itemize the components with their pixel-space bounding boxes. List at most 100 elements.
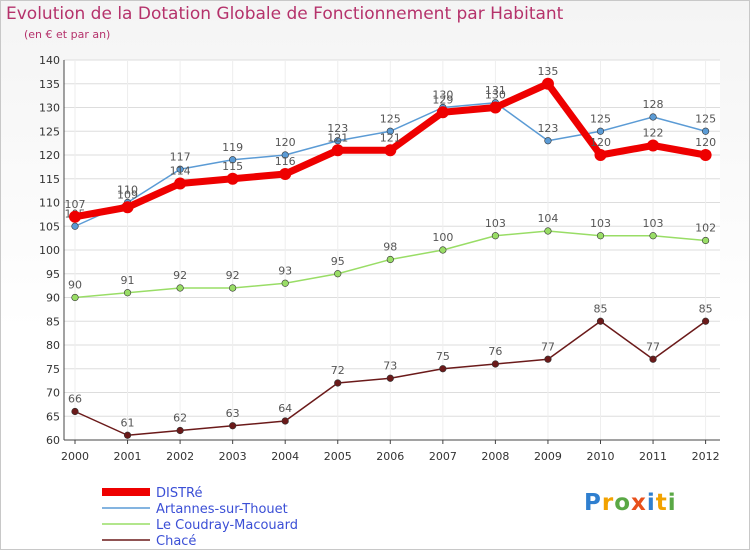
legend-label: Chacé: [156, 534, 196, 549]
data-label: 120: [590, 136, 611, 149]
data-point: [384, 144, 397, 157]
data-point: [649, 113, 657, 121]
data-point: [71, 222, 79, 230]
data-label: 130: [485, 89, 506, 102]
data-label: 95: [331, 255, 345, 268]
data-point: [176, 165, 184, 173]
data-label: 63: [226, 407, 240, 420]
x-tick-label: 2007: [429, 450, 457, 463]
y-tick-label: 135: [39, 78, 60, 91]
data-point: [439, 246, 447, 254]
data-point: [649, 232, 657, 240]
data-point: [439, 365, 447, 373]
y-tick-label: 60: [46, 434, 60, 447]
data-label: 104: [537, 212, 558, 225]
data-point: [544, 137, 552, 145]
legend-label: Le Coudray-Macouard: [156, 518, 298, 533]
series-le-coudray-macouard: 90 91 92 92 93 95 98 100 103 104 103 103 102: [68, 212, 716, 302]
data-point: [386, 374, 394, 382]
data-point: [123, 289, 132, 297]
y-tick-label: 85: [46, 315, 60, 328]
data-label: 91: [121, 274, 135, 287]
data-point: [541, 77, 554, 90]
logo-letter: i: [646, 490, 656, 516]
data-point: [281, 417, 289, 425]
data-label: 103: [485, 217, 506, 230]
data-point: [71, 407, 79, 416]
y-tick-label: 100: [39, 244, 60, 257]
data-point: [701, 127, 710, 135]
y-tick-label: 115: [39, 173, 60, 186]
data-label: 85: [699, 302, 713, 315]
chart-title: Evolution de la Dotation Globale de Fonc…: [6, 4, 564, 24]
y-tick-label: 90: [46, 292, 60, 305]
y-tick-label: 120: [39, 149, 60, 162]
data-point: [647, 139, 660, 152]
data-point: [436, 106, 449, 119]
data-label: 100: [432, 231, 453, 244]
y-tick-label: 70: [46, 387, 60, 400]
data-point: [121, 201, 134, 214]
legend-label: DISTRé: [156, 486, 202, 501]
chart-subtitle: (en € et par an): [24, 28, 111, 41]
data-point: [491, 360, 500, 368]
data-label: 103: [590, 217, 611, 230]
x-tick-label: 2000: [61, 450, 89, 463]
data-label: 77: [541, 340, 555, 353]
data-label: 92: [173, 269, 187, 282]
x-tick-label: 2001: [114, 450, 142, 463]
data-label: 116: [275, 155, 296, 168]
data-point: [386, 127, 394, 135]
data-label: 62: [173, 412, 187, 425]
data-label: 64: [278, 402, 292, 415]
data-label: 125: [695, 112, 716, 125]
data-point: [281, 279, 289, 287]
data-point: [334, 379, 342, 387]
y-tick-label: 80: [46, 339, 60, 352]
data-point: [279, 168, 292, 180]
x-tick-label: 2008: [481, 450, 509, 463]
data-label: 120: [275, 136, 296, 149]
logo-letter: P: [584, 490, 602, 516]
y-tick-label: 130: [39, 102, 60, 115]
logo-letter: t: [655, 490, 668, 516]
data-label: 120: [695, 136, 716, 149]
data-label: 130: [432, 89, 453, 102]
legend-label: Artannes-sur-Thouet: [156, 502, 288, 517]
logo-letter: o: [614, 490, 632, 516]
data-point: [386, 255, 394, 264]
data-label: 107: [65, 198, 86, 211]
y-tick-label: 140: [39, 54, 60, 67]
data-point: [491, 232, 500, 240]
data-label: 76: [488, 345, 502, 358]
data-label: 114: [170, 165, 191, 178]
data-point: [229, 284, 237, 292]
data-label: 122: [643, 127, 664, 140]
series-chac-: 66 61 62 63 64 72 73 75 76 77 85 77 85: [68, 302, 713, 439]
data-label: 125: [380, 112, 401, 125]
data-point: [334, 270, 342, 278]
data-label: 77: [646, 340, 660, 353]
data-label: 131: [485, 84, 506, 97]
x-tick-label: 2010: [587, 450, 615, 463]
y-tick-label: 65: [46, 410, 60, 423]
data-point: [71, 293, 79, 302]
y-tick-label: 105: [39, 220, 60, 233]
logo-letter: x: [631, 490, 647, 516]
data-label: 110: [117, 184, 138, 197]
data-label: 119: [222, 141, 243, 154]
data-label: 123: [327, 122, 348, 135]
data-label: 115: [222, 160, 243, 173]
data-point: [594, 149, 607, 161]
data-point: [596, 232, 605, 240]
data-label: 72: [331, 364, 345, 377]
data-point: [544, 355, 552, 363]
data-label: 85: [594, 302, 608, 315]
series-artannes-sur-thouet: 105110117119120123125130131123125128125: [65, 84, 716, 230]
data-label: 123: [537, 122, 558, 135]
y-tick-label: 110: [39, 197, 60, 210]
data-label: 121: [380, 131, 401, 144]
x-tick-label: 2004: [271, 450, 299, 463]
data-point: [123, 431, 132, 439]
